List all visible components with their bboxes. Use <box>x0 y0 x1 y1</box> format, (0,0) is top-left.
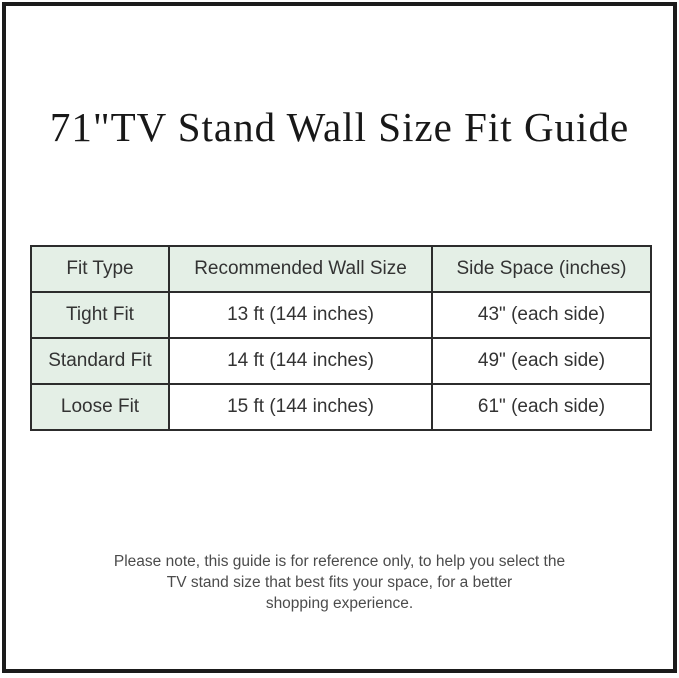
row-label-fit-type: Tight Fit <box>30 291 170 339</box>
page-title: 71"TV Stand Wall Size Fit Guide <box>49 104 630 150</box>
cell-wall-size: 15 ft (144 inches) <box>168 383 433 431</box>
cell-wall-size: 13 ft (144 inches) <box>168 291 433 339</box>
cell-side-space: 43" (each side) <box>431 291 652 339</box>
reference-note-line: shopping experience. <box>265 595 414 612</box>
reference-note-line: Please note, this guide is for reference… <box>113 553 566 570</box>
col-header-wall-size: Recommended Wall Size <box>168 245 433 293</box>
row-label-fit-type: Loose Fit <box>30 383 170 431</box>
table-row-tight-fit: Tight Fit 13 ft (144 inches) 43" (each s… <box>30 291 652 339</box>
cell-side-space: 61" (each side) <box>431 383 652 431</box>
cell-wall-size: 14 ft (144 inches) <box>168 337 433 385</box>
row-label-fit-type: Standard Fit <box>30 337 170 385</box>
reference-note-line: TV stand size that best fits your space,… <box>166 574 513 591</box>
table-row-loose-fit: Loose Fit 15 ft (144 inches) 61" (each s… <box>30 383 652 431</box>
col-header-fit-type: Fit Type <box>30 245 170 293</box>
reference-note: Please note, this guide is for reference… <box>6 551 673 614</box>
table-header-row: Fit Type Recommended Wall Size Side Spac… <box>30 245 652 293</box>
fit-guide-table: Fit Type Recommended Wall Size Side Spac… <box>30 245 652 431</box>
col-header-side-space: Side Space (inches) <box>431 245 652 293</box>
table-row-standard-fit: Standard Fit 14 ft (144 inches) 49" (eac… <box>30 337 652 385</box>
cell-side-space: 49" (each side) <box>431 337 652 385</box>
